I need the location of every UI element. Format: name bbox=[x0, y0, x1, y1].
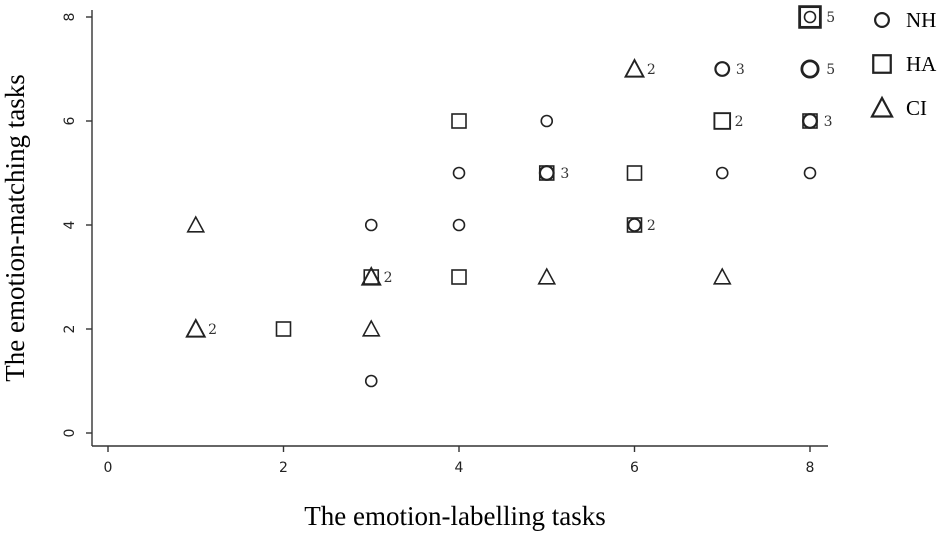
nh-marker bbox=[800, 59, 820, 79]
nh-marker bbox=[364, 374, 378, 388]
ha-marker bbox=[626, 165, 643, 181]
ci-marker bbox=[186, 215, 206, 233]
x-tick-label: 8 bbox=[806, 460, 815, 476]
nh-marker bbox=[803, 166, 817, 180]
legend-nh-marker bbox=[874, 12, 890, 28]
nh-marker bbox=[714, 61, 731, 77]
nh-marker bbox=[540, 114, 554, 128]
x-axis-title: The emotion-labelling tasks bbox=[304, 501, 605, 531]
y-tick-label: 0 bbox=[62, 429, 78, 438]
count-label: 2 bbox=[647, 62, 656, 78]
ci-marker bbox=[537, 267, 557, 285]
x-tick-label: 6 bbox=[630, 460, 639, 476]
count-label: 2 bbox=[384, 270, 393, 286]
ticks: 0 2 4 6 8 0 2 4 6 8 bbox=[62, 13, 814, 476]
data-marks bbox=[185, 5, 822, 388]
ci-marker bbox=[360, 266, 382, 286]
ha-marker bbox=[451, 269, 467, 285]
legend-label: NH bbox=[906, 8, 936, 32]
y-tick-label: 6 bbox=[62, 116, 78, 125]
nh-marker bbox=[627, 217, 642, 233]
legend-label: HA bbox=[906, 52, 937, 76]
nh-marker bbox=[803, 10, 817, 24]
axes bbox=[91, 10, 828, 447]
x-tick-label: 4 bbox=[455, 460, 464, 476]
count-label: 5 bbox=[826, 10, 835, 26]
y-tick-label: 4 bbox=[62, 220, 78, 229]
ci-marker bbox=[623, 58, 646, 78]
ci-marker bbox=[712, 267, 732, 285]
ha-marker bbox=[798, 5, 822, 29]
x-tick-label: 2 bbox=[279, 460, 288, 476]
nh-marker bbox=[715, 166, 729, 180]
ha-marker bbox=[626, 217, 643, 233]
count-label: 2 bbox=[647, 218, 656, 234]
y-tick-label: 2 bbox=[62, 325, 78, 334]
ha-marker bbox=[275, 321, 292, 337]
ci-marker bbox=[185, 318, 207, 338]
ci-marker bbox=[361, 319, 381, 337]
count-label: 2 bbox=[208, 322, 217, 338]
nh-marker bbox=[802, 113, 818, 129]
count-label: 5 bbox=[826, 62, 835, 78]
x-tick-label: 0 bbox=[104, 460, 113, 476]
count-label: 3 bbox=[560, 166, 569, 182]
nh-marker bbox=[452, 218, 466, 232]
nh-marker bbox=[452, 166, 466, 180]
y-axis-title: The emotion-matching tasks bbox=[0, 74, 30, 381]
legend-ci-marker bbox=[870, 95, 894, 118]
legend: NH HA CI bbox=[870, 8, 937, 120]
legend-label: CI bbox=[906, 96, 927, 120]
count-label: 3 bbox=[824, 114, 833, 130]
ha-marker bbox=[713, 112, 732, 130]
nh-marker bbox=[364, 218, 378, 232]
count-label: 2 bbox=[735, 114, 744, 130]
ha-marker bbox=[802, 113, 818, 129]
nh-marker bbox=[538, 165, 555, 181]
y-tick-label: 8 bbox=[62, 13, 78, 22]
ha-marker bbox=[538, 165, 555, 181]
count-label: 3 bbox=[736, 62, 745, 78]
count-labels: 3 2 3 3 5 2 5 2 2 2 bbox=[208, 10, 835, 338]
ha-marker bbox=[451, 113, 467, 129]
legend-ha-marker bbox=[872, 54, 892, 74]
